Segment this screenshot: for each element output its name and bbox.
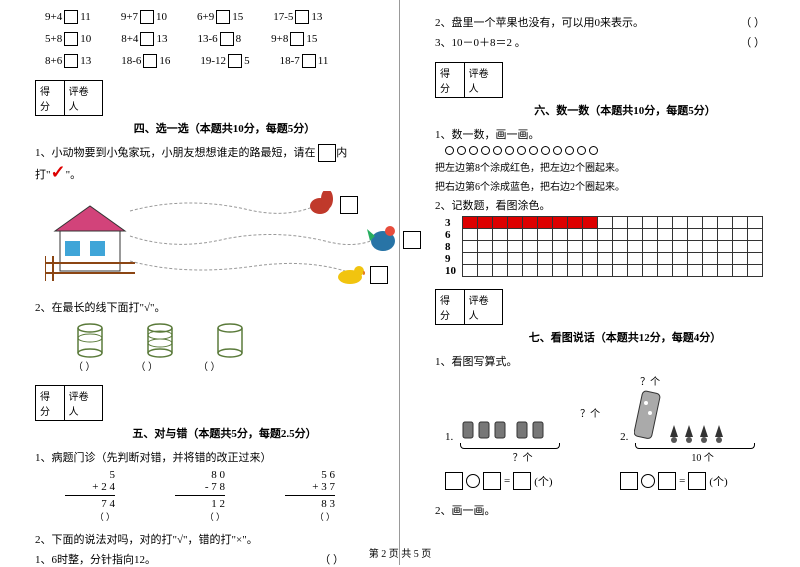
- tube-icon: [634, 388, 662, 443]
- can-icon: [215, 323, 245, 358]
- equation-row-3: 8+613 18-616 19-125 18-711: [15, 54, 384, 68]
- can-icon: [75, 323, 105, 358]
- color-grid: 368910: [445, 217, 785, 277]
- equation-row-1: 9+411 9+710 6+915 17-513: [15, 10, 384, 24]
- equation-row-2: 5+810 8+413 13-68 9+815: [15, 32, 384, 46]
- cans-row: [75, 323, 384, 358]
- squirrel-icon: [305, 191, 335, 216]
- section-6-q1c: 把右边第6个涂成蓝色，把右边2个圈起来。: [435, 178, 785, 193]
- animal-paths-diagram: [45, 191, 384, 291]
- cups-icon: [461, 420, 507, 440]
- section-7-q1: 1、看图写算式。: [435, 353, 785, 369]
- section-7-q2: 2、画一画。: [435, 502, 785, 518]
- right-line2: 2、盘里一个苹果也没有，可以用0来表示。 （ ）: [435, 14, 785, 30]
- section-5-title: 五、对与错（本题共5分，每题2.5分）: [65, 425, 384, 441]
- section-6-q2: 2、记数题，看图涂色。: [435, 197, 785, 213]
- can-icon: [145, 323, 175, 358]
- picture-problems: ？个 1. ？个 =(个) ？个 2.: [445, 373, 785, 490]
- answer-box[interactable]: [370, 266, 388, 284]
- page-footer: 第 2 页 共 5 页: [0, 545, 800, 560]
- score-box: 得分 评卷人: [435, 289, 503, 325]
- section-6-q1a: 1、数一数，画一画。: [435, 126, 785, 142]
- score-box: 得分 评卷人: [35, 385, 103, 421]
- paren-row: （ ）（ ）（ ）: [73, 358, 384, 373]
- rooster-icon: [365, 221, 400, 256]
- duck-icon: [335, 263, 365, 285]
- check-mark-icon: ✓: [51, 162, 66, 182]
- cups-icon: [515, 420, 545, 440]
- arithmetic-problems: 5+ 2 47 4（ ） 8 0- 7 81 2（ ） 5 6+ 3 78 3（…: [65, 469, 384, 523]
- answer-box[interactable]: [340, 196, 358, 214]
- section-4-q1: 1、小动物要到小兔家玩，小朋友想想谁走的路最短，请在 内打"✓"。: [35, 144, 384, 183]
- section-5-q1: 1、病题门诊（先判断对错，并将错的改正过来）: [35, 449, 384, 465]
- section-6-title: 六、数一数（本题共10分，每题5分）: [465, 102, 785, 118]
- section-4-title: 四、选一选（本题共10分，每题5分）: [65, 120, 384, 136]
- score-box: 得分 评卷人: [35, 80, 103, 116]
- score-box: 得分 评卷人: [435, 62, 503, 98]
- section-4-q2: 2、在最长的线下面打"√"。: [35, 299, 384, 315]
- section-7-title: 七、看图说话（本题共12分，每题4分）: [465, 329, 785, 345]
- right-line3: 3、10－0＋8＝2 。 （ ）: [435, 34, 785, 50]
- circles-row: [445, 146, 785, 155]
- shuttlecocks-icon: [668, 423, 725, 443]
- section-6-q1b: 把左边第8个涂成红色，把左边2个圈起来。: [435, 159, 785, 174]
- house-icon: [45, 201, 135, 281]
